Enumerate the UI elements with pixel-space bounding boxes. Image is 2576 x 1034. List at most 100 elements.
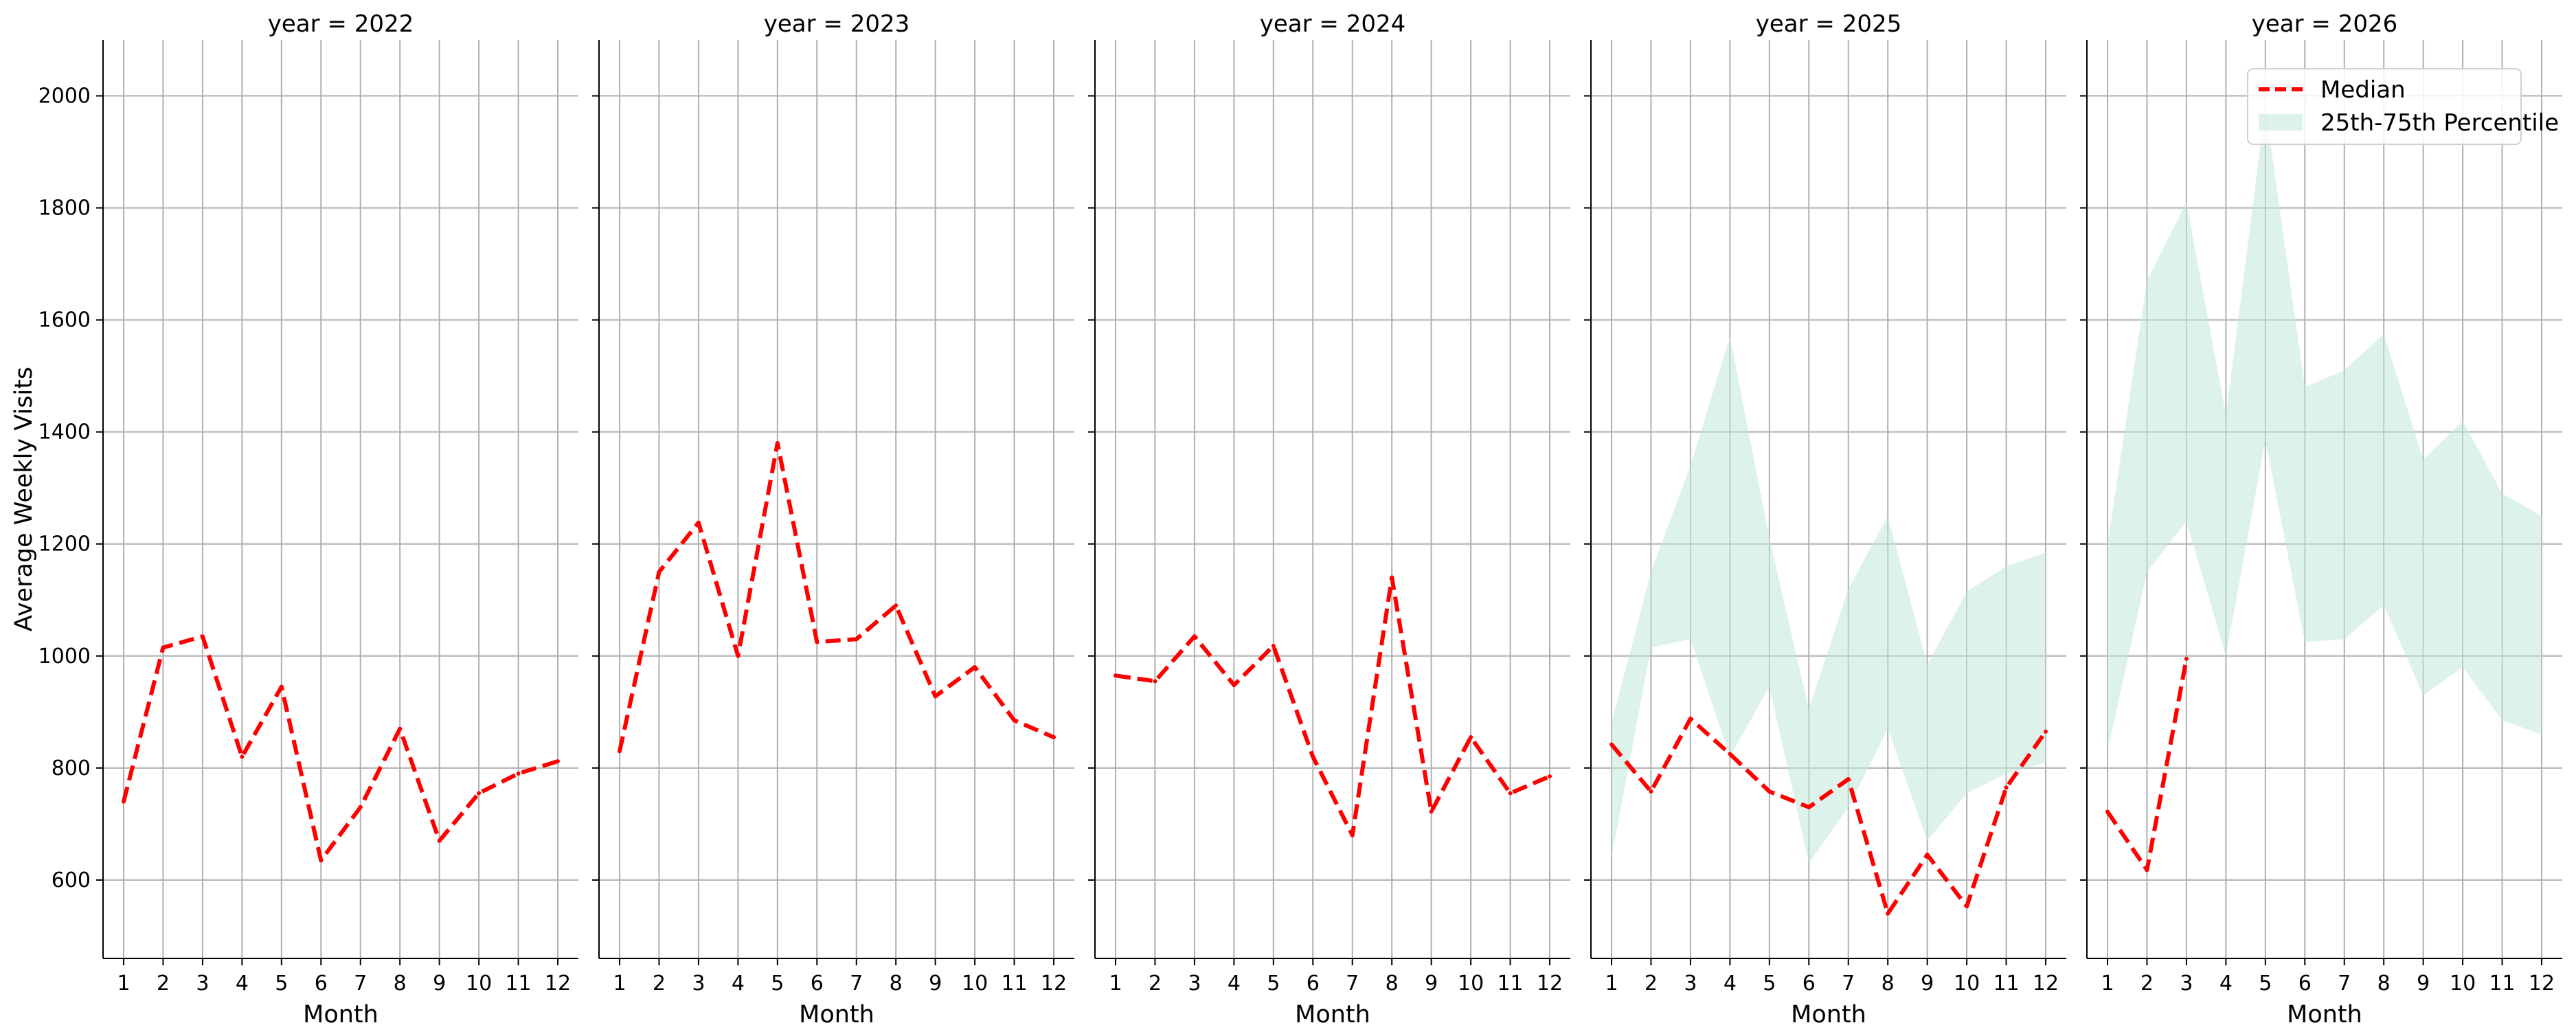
median-point (2184, 656, 2189, 661)
y-tick-label: 1000 (38, 644, 91, 668)
y-tick-label: 800 (52, 756, 91, 780)
x-tick-label: 8 (890, 971, 903, 996)
median-point (1508, 791, 1513, 796)
median-point (2044, 729, 2048, 734)
y-tick-label: 2000 (38, 85, 91, 109)
median-point (2105, 809, 2110, 814)
x-tick-label: 11 (2489, 971, 2515, 996)
median-point (775, 440, 780, 445)
median-point (1548, 774, 1552, 779)
x-tick-label: 4 (236, 971, 249, 996)
median-point (161, 645, 166, 650)
x-tick-label: 5 (1267, 971, 1280, 996)
median-point (894, 603, 899, 608)
x-tick-label: 1 (117, 971, 130, 996)
median-point (1311, 754, 1315, 759)
x-tick-label: 9 (2417, 971, 2430, 996)
median-line (1609, 717, 2048, 916)
x-tick-label: 12 (1537, 971, 1563, 996)
legend: Median 25th-75th Percentile (2247, 68, 2559, 145)
x-tick-label: 2 (653, 971, 666, 996)
x-tick-label: 9 (433, 971, 446, 996)
median-point (477, 791, 482, 796)
median-point (973, 665, 978, 670)
median-line (122, 634, 558, 863)
median-point (1153, 679, 1157, 684)
x-tick-label: 1 (1605, 971, 1618, 996)
x-axis-label: Month (1791, 1001, 1866, 1029)
x-tick-label: 12 (545, 971, 571, 996)
x-tick-label: 4 (732, 971, 745, 996)
x-tick-label: 11 (505, 971, 531, 996)
median-point (618, 749, 622, 754)
x-tick-label: 11 (1497, 971, 1523, 996)
x-axis-label: Month (799, 1001, 874, 1029)
x-tick-label: 3 (1684, 971, 1697, 996)
median-point (240, 754, 245, 759)
x-tick-label: 12 (2033, 971, 2059, 996)
median-point (736, 653, 741, 658)
x-tick-label: 4 (1228, 971, 1241, 996)
median-point (398, 726, 403, 731)
y-tick-label: 1800 (38, 196, 91, 221)
median-point (516, 771, 521, 776)
x-tick-label: 4 (1724, 971, 1737, 996)
median-point (1609, 742, 1614, 747)
median-point (556, 759, 560, 764)
x-tick-label: 2 (157, 971, 170, 996)
x-tick-label: 3 (692, 971, 705, 996)
median-point (122, 799, 126, 804)
x-tick-label: 5 (1763, 971, 1776, 996)
x-tick-label: 10 (466, 971, 492, 996)
x-tick-label: 6 (1803, 971, 1816, 996)
x-axis-label: Month (2287, 1001, 2362, 1029)
median-point (1925, 853, 1930, 857)
median-point (1807, 805, 1811, 809)
x-tick-label: 6 (2298, 971, 2312, 996)
x-tick-label: 1 (1109, 971, 1122, 996)
median-point (1469, 734, 1473, 739)
percentile-band (1612, 337, 2046, 864)
x-tick-label: 6 (811, 971, 824, 996)
median-point (854, 637, 859, 642)
median-point (2004, 785, 2009, 790)
x-tick-label: 7 (2338, 971, 2351, 996)
x-tick-label: 8 (1882, 971, 1895, 996)
x-tick-label: 5 (275, 971, 288, 996)
median-point (1114, 673, 1118, 678)
x-tick-label: 2 (1149, 971, 1162, 996)
x-tick-label: 10 (2450, 971, 2476, 996)
legend-band-swatch (2259, 114, 2303, 131)
median-point (1012, 718, 1017, 723)
median-point (358, 805, 363, 809)
x-axis-label: Month (1295, 1001, 1370, 1029)
x-tick-label: 6 (315, 971, 328, 996)
median-point (1886, 911, 1890, 916)
legend-box (2247, 68, 2522, 145)
median-point (933, 694, 938, 699)
median-point (1649, 789, 1653, 794)
median-point (1429, 809, 1434, 814)
x-tick-label: 8 (2377, 971, 2391, 996)
x-tick-label: 11 (1001, 971, 1027, 996)
facet-title: year = 2025 (1756, 10, 1901, 38)
x-tick-label: 7 (1346, 971, 1359, 996)
x-tick-label: 8 (394, 971, 407, 996)
median-point (696, 520, 701, 525)
median-point (1350, 833, 1355, 838)
facet-title: year = 2024 (1260, 10, 1405, 38)
x-tick-label: 12 (2529, 971, 2555, 996)
x-axis-label: Month (303, 1001, 379, 1029)
y-tick-label: 600 (52, 868, 91, 892)
median-point (657, 570, 662, 574)
median-point (1728, 752, 1732, 756)
percentile-band (2108, 106, 2542, 752)
x-tick-label: 11 (1993, 971, 2019, 996)
x-tick-label: 5 (2259, 971, 2272, 996)
median-point (1767, 789, 1772, 794)
